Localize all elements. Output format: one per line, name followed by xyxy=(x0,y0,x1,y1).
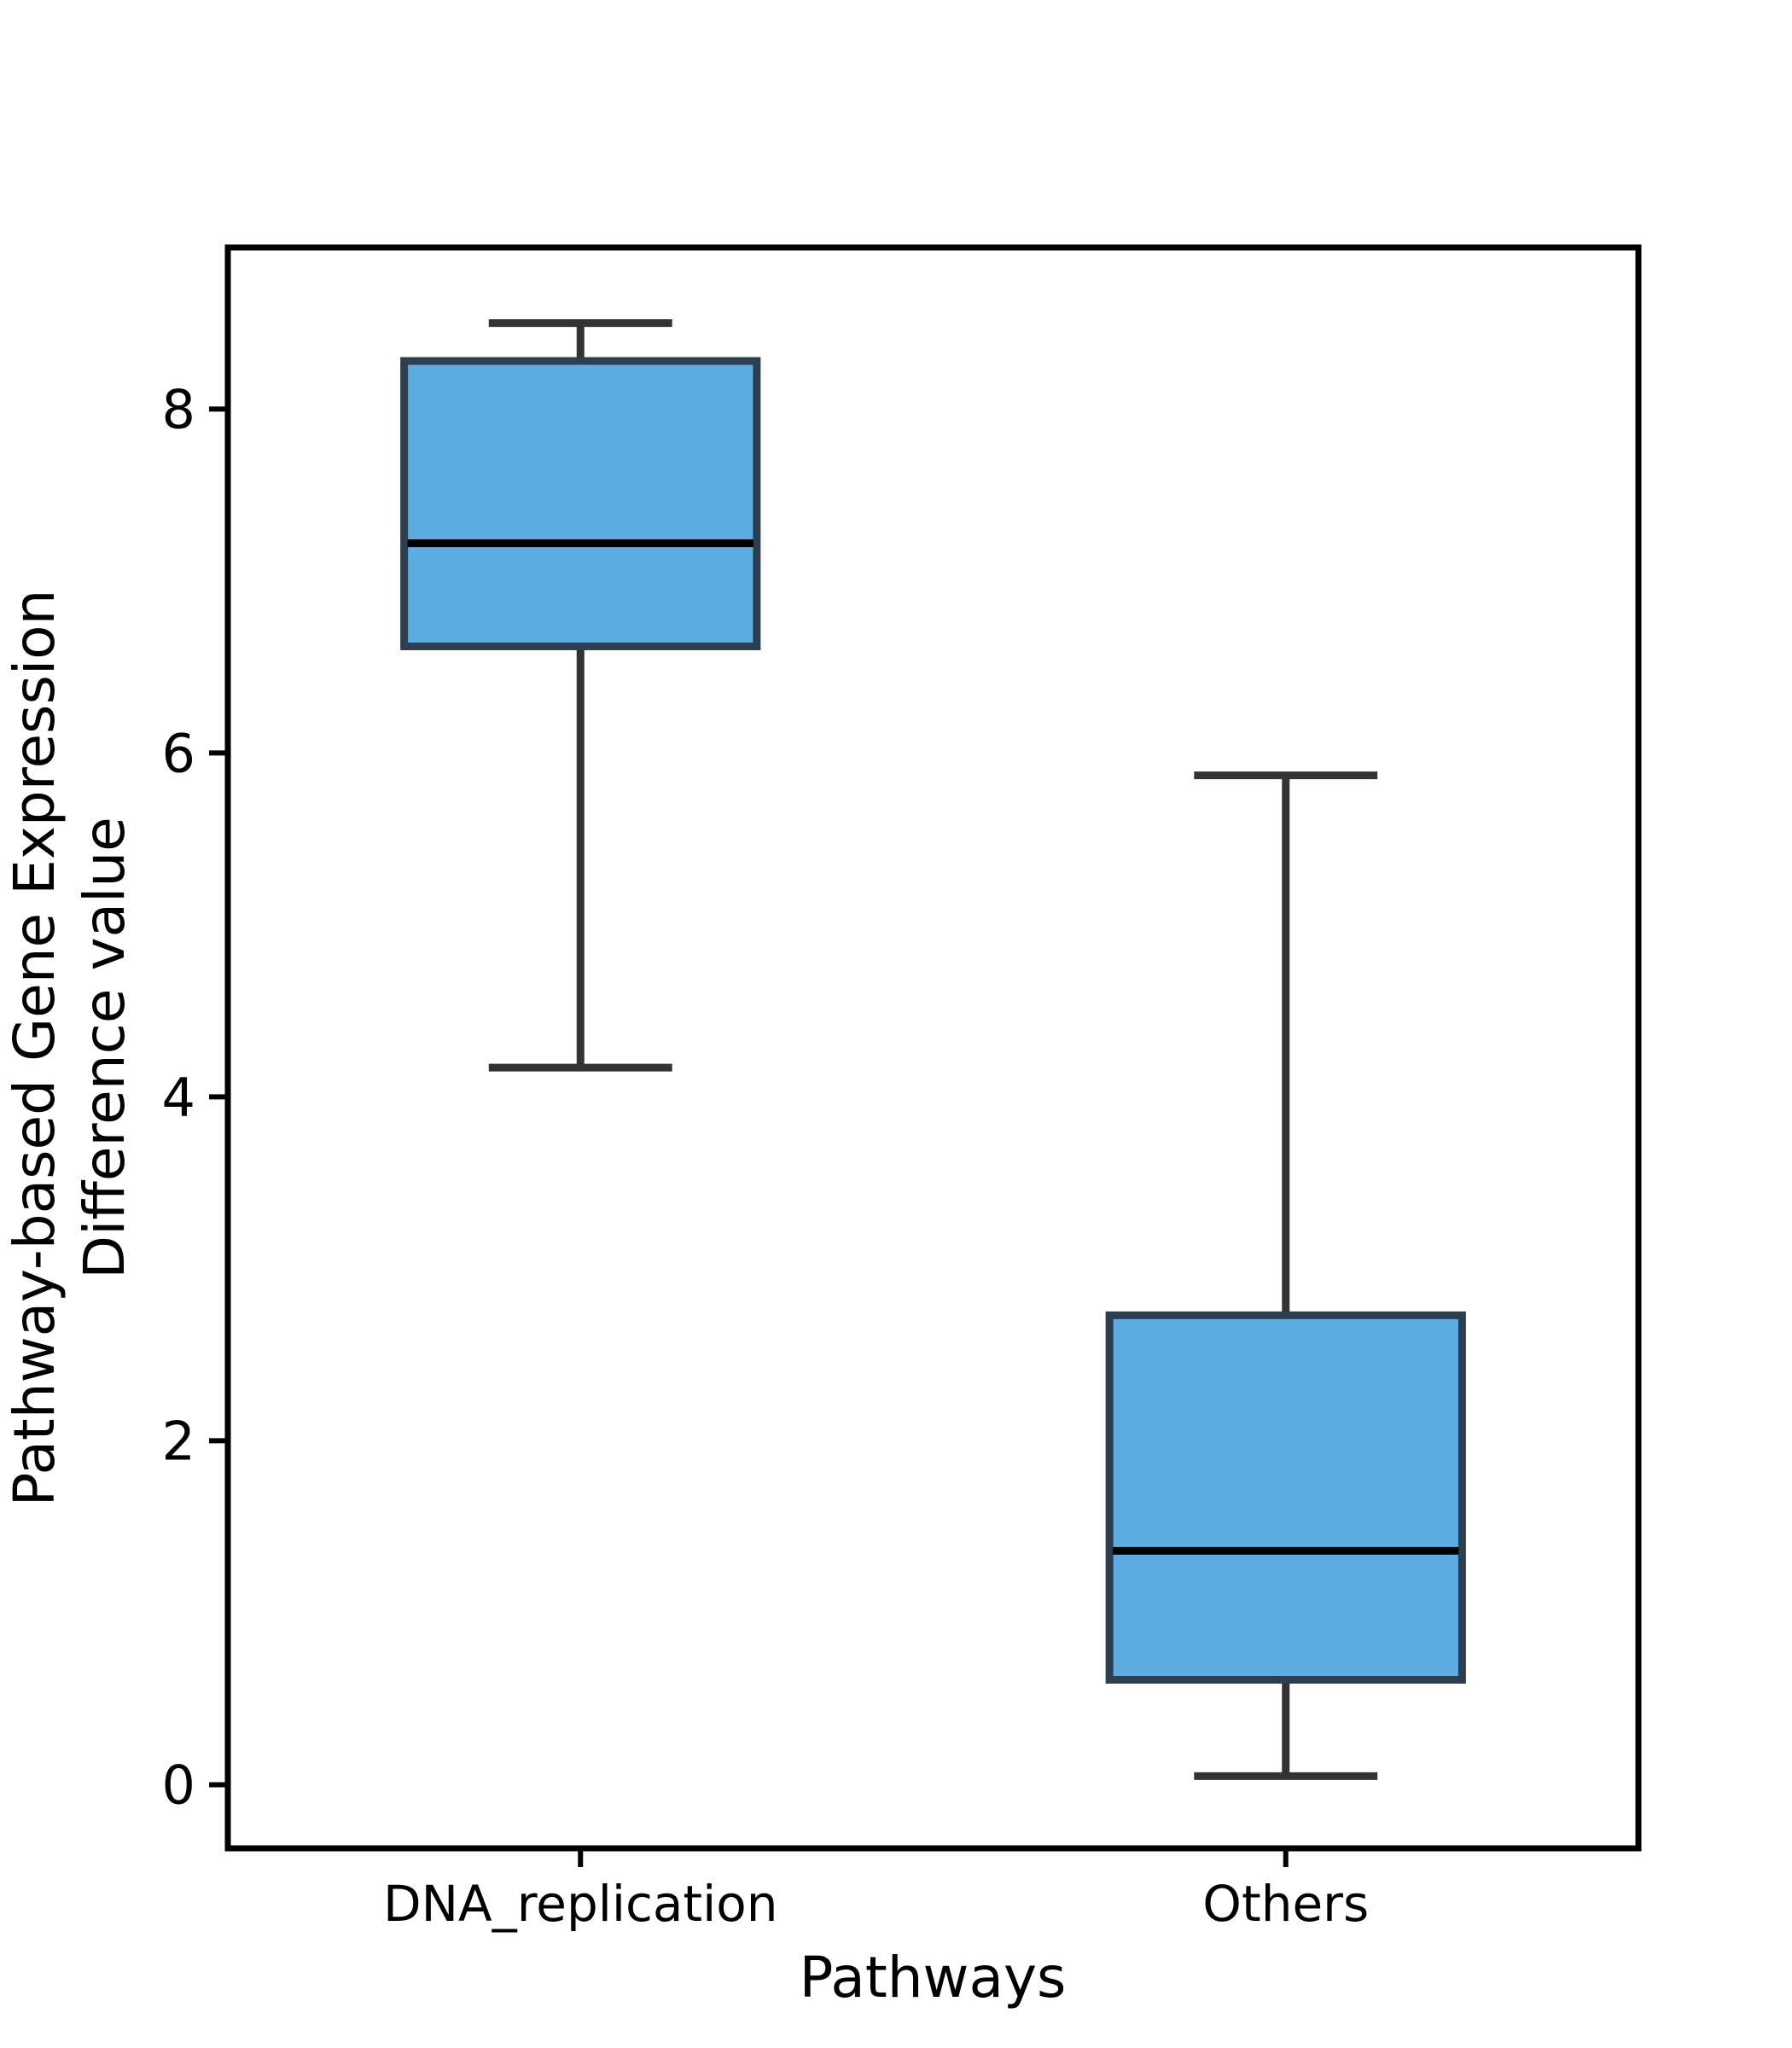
y-tick-label: 8 xyxy=(162,378,195,440)
box-group-others xyxy=(1105,771,1466,1780)
iqr-box xyxy=(400,357,761,650)
y-tick-label: 0 xyxy=(162,1754,195,1816)
plot-area xyxy=(400,319,1466,1780)
y-axis-title-line2: Difference value xyxy=(72,817,137,1279)
iqr-box xyxy=(1105,1311,1466,1684)
x-axis: DNA_replication Others xyxy=(383,1848,1369,1933)
box-group-dna-replication xyxy=(400,319,761,1072)
y-tick-label: 6 xyxy=(162,722,195,784)
x-axis-title: Pathways xyxy=(800,1945,1067,2010)
x-tick-label: DNA_replication xyxy=(383,1875,778,1933)
y-tick-label: 2 xyxy=(162,1410,195,1472)
y-tick-label: 4 xyxy=(162,1066,195,1128)
y-axis-title-line1: Pathway-based Gene Expression xyxy=(2,590,67,1507)
y-axis: 0 2 4 6 8 xyxy=(162,378,228,1816)
axes-frame xyxy=(224,244,1642,1852)
x-tick-label: Others xyxy=(1202,1875,1369,1933)
